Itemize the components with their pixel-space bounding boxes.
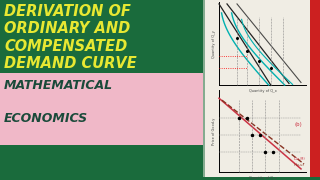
Text: Quantity of Q_y: Quantity of Q_y (212, 30, 216, 58)
Bar (203, 0, 205, 177)
Bar (310, 0, 320, 177)
Text: Price of Good-y: Price of Good-y (212, 117, 216, 145)
Text: ECONOMICS: ECONOMICS (4, 112, 88, 125)
Text: ORDINARY AND: ORDINARY AND (4, 21, 130, 36)
Text: Quantity of Q_x: Quantity of Q_x (249, 89, 276, 93)
Bar (0, 73, 203, 145)
Text: H(x,u): H(x,u) (294, 163, 305, 167)
Text: DERIVATION OF: DERIVATION OF (4, 4, 131, 19)
Text: DEMAND CURVE: DEMAND CURVE (4, 56, 137, 71)
Bar (203, 0, 320, 177)
Bar (0, 0, 203, 73)
Text: MATHEMATICAL: MATHEMATICAL (4, 79, 113, 92)
Text: COMPENSATED: COMPENSATED (4, 39, 127, 54)
Text: D(x,M): D(x,M) (294, 157, 306, 161)
Text: (b): (b) (294, 122, 302, 127)
Text: Quantity of Q_x: Quantity of Q_x (249, 176, 276, 180)
Bar (0, 145, 203, 177)
